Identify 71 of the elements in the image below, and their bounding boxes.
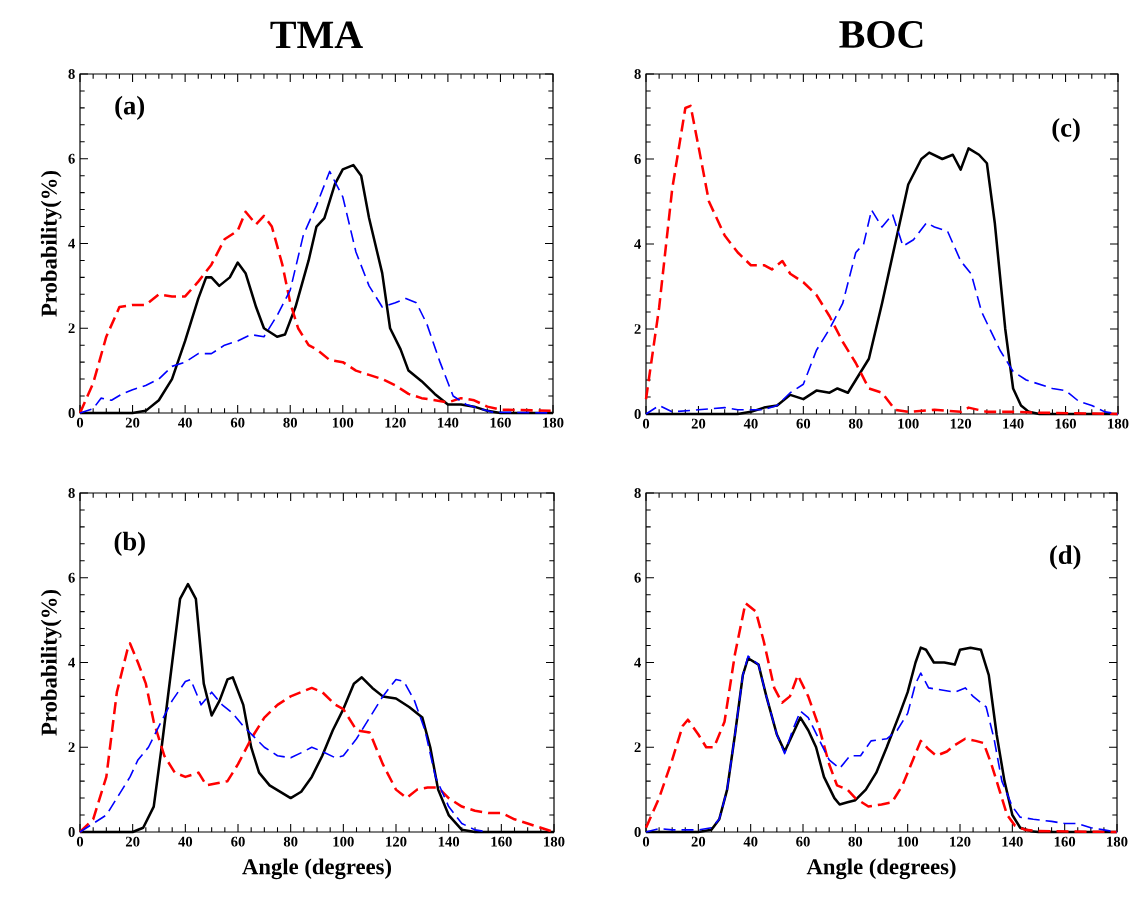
- y-tick-label: 0: [68, 408, 75, 418]
- line-series: [644, 601, 1119, 834]
- x-tick-label: 180: [544, 836, 565, 847]
- x-tick-label: 40: [178, 836, 193, 847]
- y-tick-label: 2: [68, 742, 75, 753]
- x-tick-label: 20: [691, 836, 706, 847]
- y-tick-label: 2: [634, 742, 641, 753]
- x-tick-label: 120: [386, 836, 407, 847]
- x-tick-label: 160: [1054, 836, 1076, 847]
- y-axis-title: Probability(%): [40, 171, 62, 317]
- y-tick-label: 6: [634, 572, 641, 583]
- x-tick-label: 160: [491, 836, 512, 847]
- x-tick-label: 20: [125, 417, 140, 428]
- x-tick-label: 100: [897, 836, 919, 847]
- y-tick-label: 6: [68, 153, 75, 164]
- x-tick-label: 60: [796, 836, 810, 847]
- x-tick-label: 140: [438, 836, 460, 847]
- x-tick-label: 140: [1002, 836, 1023, 847]
- x-tick-label: 180: [1108, 418, 1129, 429]
- x-tick-label: 180: [1107, 836, 1128, 847]
- x-tick-label: 60: [230, 417, 245, 428]
- x-tick-label: 0: [642, 418, 650, 429]
- y-axis-title: Probability(%): [40, 590, 62, 736]
- chart-title: TMA: [270, 21, 363, 48]
- x-tick-label: 40: [177, 417, 192, 428]
- annotation: (b): [114, 531, 145, 556]
- x-axis-title: Angle (degrees): [242, 858, 392, 880]
- x-tick-label: 0: [76, 417, 84, 428]
- x-tick-label: 80: [283, 836, 298, 847]
- x-tick-label: 140: [438, 417, 459, 428]
- y-tick-label: 4: [634, 239, 642, 249]
- x-tick-label: 80: [848, 418, 863, 429]
- x-tick-label: 20: [125, 836, 140, 847]
- x-tick-label: 160: [1055, 418, 1077, 429]
- y-tick-label: 0: [634, 409, 641, 419]
- y-tick-label: 4: [68, 238, 76, 249]
- x-tick-label: 20: [691, 418, 706, 429]
- chart-title: BOC: [839, 21, 923, 48]
- x-tick-label: 40: [743, 418, 758, 429]
- x-tick-label: 120: [385, 417, 406, 428]
- y-tick-label: 4: [68, 657, 76, 668]
- x-tick-label: 160: [490, 417, 511, 428]
- x-tick-label: 60: [796, 418, 811, 429]
- y-tick-label: 8: [634, 69, 641, 79]
- annotation: (d): [1050, 545, 1081, 570]
- annotation: (c): [1052, 118, 1080, 143]
- y-tick-label: 2: [634, 324, 641, 334]
- y-tick-label: 8: [634, 488, 641, 498]
- x-tick-label: 140: [1003, 418, 1024, 429]
- x-tick-label: 60: [231, 836, 245, 847]
- x-tick-label: 120: [950, 418, 972, 429]
- x-tick-label: 0: [76, 836, 84, 847]
- y-tick-label: 6: [634, 154, 641, 164]
- y-tick-label: 2: [68, 323, 75, 334]
- y-tick-label: 0: [68, 827, 75, 837]
- x-tick-label: 40: [743, 836, 758, 847]
- y-tick-label: 0: [634, 827, 641, 837]
- annotation: (a): [115, 95, 145, 120]
- x-tick-label: 100: [332, 417, 354, 428]
- y-tick-label: 4: [634, 657, 642, 668]
- x-tick-label: 100: [898, 418, 919, 429]
- y-tick-label: 8: [68, 488, 75, 498]
- x-axis-title: Angle (degrees): [806, 858, 956, 880]
- x-tick-label: 120: [950, 836, 971, 847]
- x-tick-label: 100: [333, 836, 354, 847]
- x-tick-label: 0: [642, 836, 650, 847]
- y-tick-label: 8: [68, 69, 75, 79]
- x-tick-label: 80: [283, 417, 297, 428]
- x-tick-label: 180: [543, 417, 564, 428]
- y-tick-label: 6: [68, 572, 75, 583]
- x-tick-label: 80: [848, 836, 863, 847]
